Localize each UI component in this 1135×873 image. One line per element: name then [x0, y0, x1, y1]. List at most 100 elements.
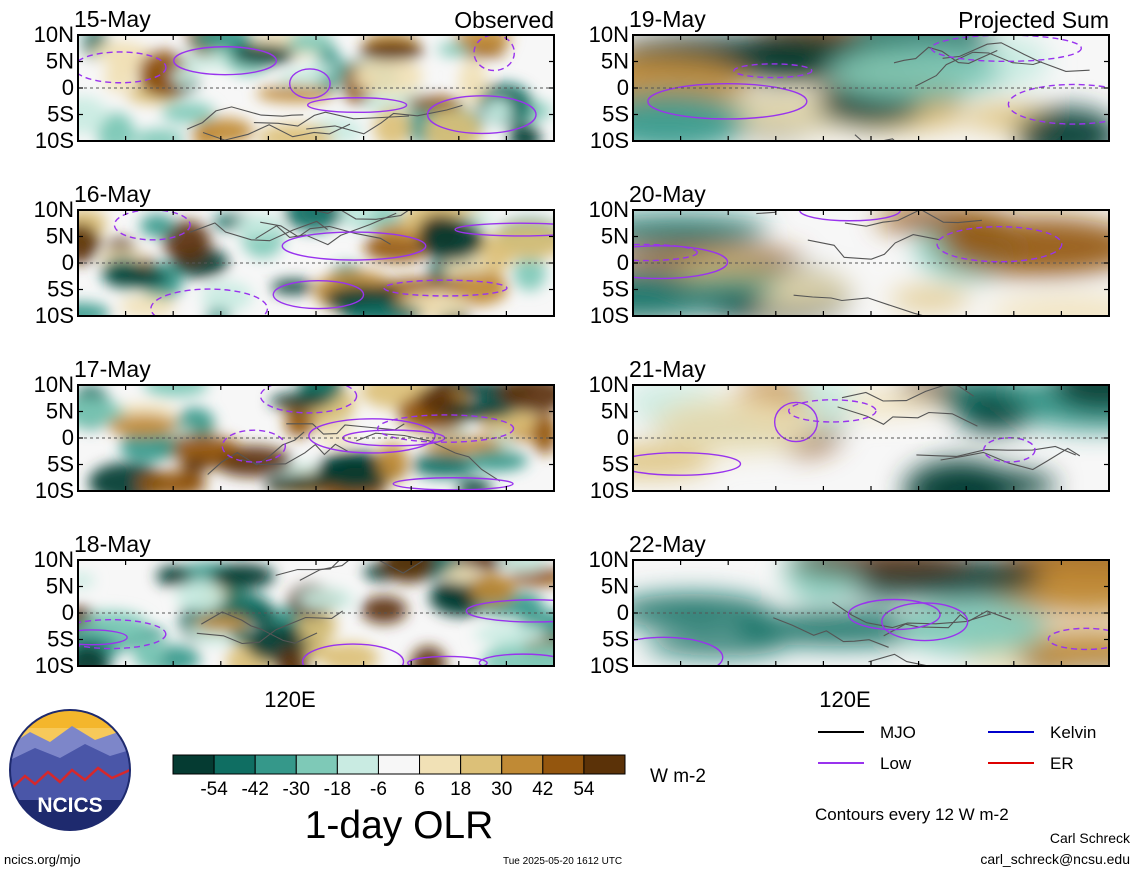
low-contour: [773, 401, 819, 443]
coastline: [883, 610, 1012, 637]
coastline: [189, 220, 328, 242]
olr-anomaly-blob: [359, 41, 424, 62]
low-contour: [478, 653, 554, 666]
olr-anomaly-blob: [633, 594, 771, 630]
low-contour: [465, 599, 554, 623]
low-contour: [173, 46, 278, 76]
olr-anomaly-blob: [889, 288, 971, 309]
panel-date-label: 22-May: [629, 531, 706, 557]
olr-anomaly-blob: [653, 396, 817, 454]
footer-email[interactable]: carl_schreck@ncsu.edu: [980, 851, 1130, 867]
footer-site-link[interactable]: ncics.org/mjo: [4, 852, 81, 867]
olr-anomaly-blob: [205, 308, 231, 316]
y-tick-label: 10S: [590, 128, 629, 153]
colorbar-tick-label: 54: [573, 779, 595, 800]
colorbar-tick-label: 42: [532, 779, 553, 800]
y-tick-label: 0: [617, 600, 629, 625]
olr-anomaly-blob: [269, 392, 330, 411]
olr-anomaly-blob: [235, 214, 281, 237]
legend-label-low: Low: [880, 754, 912, 773]
olr-anomaly-blob: [103, 63, 135, 93]
low-contour: [473, 35, 516, 72]
low-contour: [259, 385, 358, 414]
coastline: [893, 46, 998, 64]
olr-anomaly-blob: [270, 279, 315, 295]
coastline: [286, 423, 405, 435]
legend-label-kelvin: Kelvin: [1050, 723, 1096, 742]
olr-anomaly-blob: [353, 56, 424, 97]
olr-anomaly-blob: [363, 233, 433, 263]
olr-anomaly-blob: [78, 96, 108, 134]
panel-date-label: 17-May: [74, 356, 151, 382]
low-contour: [113, 210, 191, 241]
panel-date-label: 20-May: [629, 181, 706, 207]
coastline: [253, 111, 410, 127]
olr-anomaly-blob: [171, 67, 198, 86]
y-tick-label: 10N: [34, 372, 74, 397]
coastline: [793, 294, 927, 316]
y-tick-label: 10S: [590, 653, 629, 678]
y-tick-label: 5N: [601, 224, 629, 249]
olr-anomaly-blob: [458, 59, 488, 105]
legend: MJO Kelvin Low ER: [818, 723, 1096, 773]
y-tick-label: 5N: [46, 224, 74, 249]
low-contour: [633, 245, 729, 280]
panel-date-label: 16-May: [74, 181, 151, 207]
olr-anomaly-blob: [339, 302, 423, 316]
olr-anomaly-blob: [377, 443, 408, 482]
low-contour: [383, 279, 508, 297]
olr-anomaly-blob: [78, 302, 111, 316]
y-tick-label: 10S: [35, 128, 74, 153]
olr-anomaly-blob: [361, 596, 408, 624]
olr-anomaly-blob: [176, 580, 224, 613]
colorbar-units: W m-2: [650, 766, 706, 787]
coastline: [255, 212, 397, 246]
olr-anomaly-blob: [298, 645, 341, 662]
panel-date-label: 19-May: [629, 6, 706, 32]
coastline: [186, 106, 304, 130]
olr-anomaly-blob: [119, 430, 176, 463]
olr-anomaly-blob: [738, 611, 944, 647]
contours-note: Contours every 12 W m-2: [815, 805, 1009, 824]
low-contour: [392, 477, 514, 491]
y-tick-label: 10N: [589, 372, 629, 397]
y-tick-label: 5N: [601, 574, 629, 599]
panel-date-label: 18-May: [74, 531, 151, 557]
low-contour: [281, 231, 427, 261]
coastline: [275, 560, 341, 576]
olr-anomaly-blob: [316, 428, 358, 445]
olr-anomaly-blob: [297, 588, 354, 611]
olr-anomaly-blob: [156, 565, 191, 586]
low-contour: [288, 68, 331, 99]
chart-title: 1-day OLR: [305, 804, 494, 847]
olr-anomaly-blob: [645, 633, 786, 657]
low-contour: [376, 414, 515, 443]
low-contour: [788, 399, 877, 423]
low-contour: [306, 97, 408, 114]
coastline: [942, 42, 1090, 72]
y-tick-label: 5N: [46, 574, 74, 599]
olr-anomaly-blob: [410, 646, 447, 666]
low-contour: [847, 598, 941, 631]
y-tick-label: 0: [62, 75, 74, 100]
low-contour: [78, 618, 167, 650]
low-contour: [647, 83, 808, 120]
olr-anomaly-blob: [474, 624, 546, 645]
colorbar-swatch: [501, 754, 544, 775]
y-tick-label: 5S: [47, 102, 74, 127]
low-contour: [78, 629, 128, 646]
legend-label-mjo: MJO: [880, 723, 916, 742]
olr-anomaly-blob: [499, 385, 554, 414]
olr-anomaly-blob: [193, 117, 254, 141]
colorbar-swatch: [542, 754, 585, 775]
olr-anomaly-blob: [287, 35, 334, 53]
olr-anomaly-blob: [137, 470, 207, 491]
y-tick-label: 0: [617, 425, 629, 450]
y-tick-label: 10N: [589, 197, 629, 222]
y-tick-label: 10N: [34, 197, 74, 222]
olr-anomaly-blob: [1015, 107, 1109, 141]
y-tick-label: 10N: [589, 547, 629, 572]
